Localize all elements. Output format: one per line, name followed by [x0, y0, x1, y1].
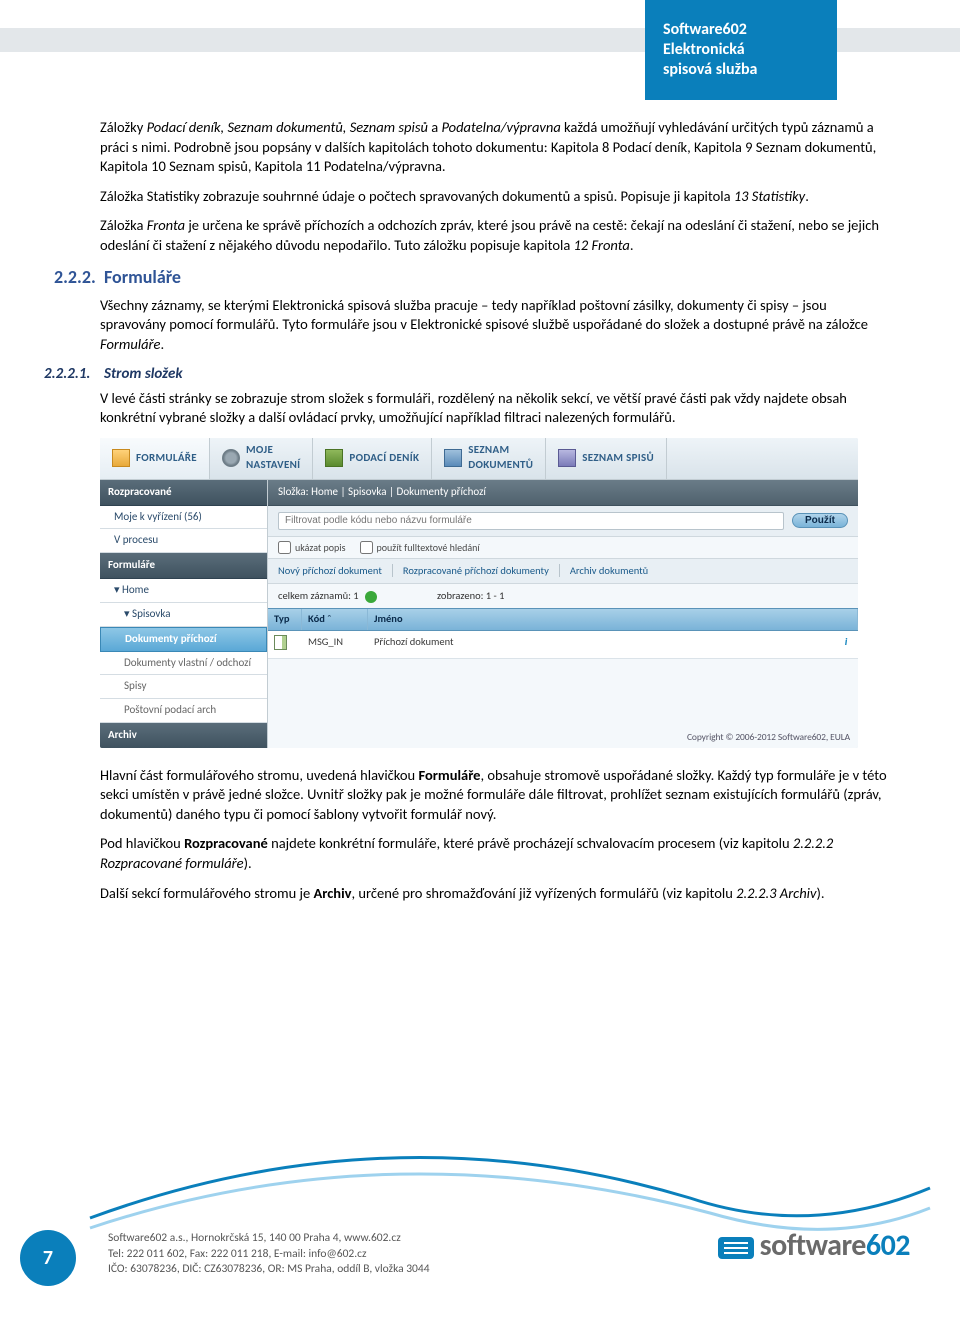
sidebar-head-rozpracovane[interactable]: Rozpracované [100, 480, 267, 506]
count-row: celkem záznamů: 1 zobrazeno: 1 - 1 [268, 584, 858, 608]
filter-row: Použít [268, 506, 858, 537]
brand-line2: Elektronická [663, 40, 819, 60]
th-typ[interactable]: Typ [268, 609, 302, 629]
gear-icon [222, 449, 240, 467]
linkbar: Nový příchozí dokument Rozpracované přích… [268, 559, 858, 584]
para-222: Všechny záznamy, se kterými Elektronická… [100, 296, 890, 355]
doc-row-icon [274, 635, 287, 650]
sidebar-item-home[interactable]: ▾ Home [100, 579, 267, 603]
filter-input[interactable] [278, 512, 784, 530]
sidebar: Rozpracované Moje k vyřízení (56) V proc… [100, 480, 268, 748]
book-icon [325, 449, 343, 467]
sidebar-item-dokumenty-vlastni[interactable]: Dokumenty vlastní / odchozí [100, 652, 267, 676]
sidebar-head-formulare[interactable]: Formuláře [100, 553, 267, 579]
para-2: Záložka Statistiky zobrazuje souhrnné úd… [100, 187, 890, 207]
logo-icon [718, 1237, 754, 1259]
copyright: Copyright © 2006-2012 Software602, EULA [687, 731, 850, 744]
heading-strom-slozek: 2.2.2.1.Strom složek [44, 364, 890, 384]
brand-line3: spisová služba [663, 60, 819, 80]
sidebar-item-vprocesu[interactable]: V procesu [100, 529, 267, 553]
link-archiv[interactable]: Archiv dokumentů [570, 564, 658, 577]
tab-seznam-spisu[interactable]: SEZNAM SPISŮ [546, 438, 667, 479]
chk-ukazat-popis[interactable]: ukázat popis [278, 541, 346, 555]
para-2221: V levé části stránky se zobrazuje strom … [100, 389, 890, 428]
para-1: Záložky Podací deník, Seznam dokumentů, … [100, 118, 890, 177]
table-header: Typ Kód ˆ Jméno [268, 608, 858, 630]
tab-moje-nastaveni[interactable]: MOJENASTAVENÍ [210, 438, 313, 479]
doc-icon [444, 449, 462, 467]
link-rozpracovane[interactable]: Rozpracované příchozí dokumenty [403, 564, 560, 577]
breadcrumb: Složka: Home | Spisovka | Dokumenty příc… [268, 480, 858, 506]
brand-line1: Software602 [663, 20, 819, 40]
para-after-1: Hlavní část formulářového stromu, uveden… [100, 766, 890, 825]
th-jmeno[interactable]: Jméno [368, 609, 858, 629]
table-row[interactable]: MSG_IN Příchozí dokument i [268, 631, 858, 659]
main-panel: Složka: Home | Spisovka | Dokumenty příc… [268, 480, 858, 748]
chk-fulltext[interactable]: použít fulltextové hledání [360, 541, 480, 555]
tab-seznam-dokumentu[interactable]: SEZNAMDOKUMENTŮ [432, 438, 546, 479]
tab-formulare[interactable]: FORMULÁŘE [100, 438, 210, 479]
check-row: ukázat popis použít fulltextové hledání [268, 537, 858, 560]
app-screenshot: FORMULÁŘE MOJENASTAVENÍ PODACÍ DENÍK SEZ… [100, 438, 858, 748]
para-after-3: Další sekcí formulářového stromu je Arch… [100, 884, 890, 904]
form-icon [112, 449, 130, 467]
sidebar-item-moje[interactable]: Moje k vyřízení (56) [100, 506, 267, 530]
use-button[interactable]: Použít [792, 513, 848, 528]
sidebar-item-dokumenty-prichozi[interactable]: Dokumenty příchozí [100, 627, 267, 652]
tabs-row: FORMULÁŘE MOJENASTAVENÍ PODACÍ DENÍK SEZ… [100, 438, 858, 480]
info-icon[interactable]: i [834, 631, 858, 658]
refresh-icon[interactable] [365, 591, 377, 603]
heading-formulare: 2.2.2.Formuláře [54, 265, 890, 289]
page-content: Záložky Podací deník, Seznam dokumentů, … [100, 118, 890, 913]
list-icon [558, 449, 576, 467]
th-kod[interactable]: Kód ˆ [302, 609, 368, 629]
page-number-badge: 7 [20, 1230, 76, 1286]
footer: 7 Software602 a.s., Hornokrčská 15, 140 … [0, 1178, 960, 1298]
link-novy-prichozi[interactable]: Nový příchozí dokument [278, 564, 393, 577]
tab-podaci-denik[interactable]: PODACÍ DENÍK [313, 438, 432, 479]
sidebar-item-spisovka[interactable]: ▾ Spisovka [100, 603, 267, 627]
brand-badge: Software602 Elektronická spisová služba [645, 0, 837, 100]
footer-text: Software602 a.s., Hornokrčská 15, 140 00… [108, 1231, 430, 1278]
sidebar-head-archiv[interactable]: Archiv [100, 723, 267, 748]
para-after-2: Pod hlavičkou Rozpracované najdete konkr… [100, 834, 890, 873]
para-3: Záložka Fronta je určena ke správě přích… [100, 216, 890, 255]
sidebar-item-postovni[interactable]: Poštovní podací arch [100, 699, 267, 723]
sidebar-item-spisy[interactable]: Spisy [100, 675, 267, 699]
logo: software602 [718, 1227, 910, 1264]
